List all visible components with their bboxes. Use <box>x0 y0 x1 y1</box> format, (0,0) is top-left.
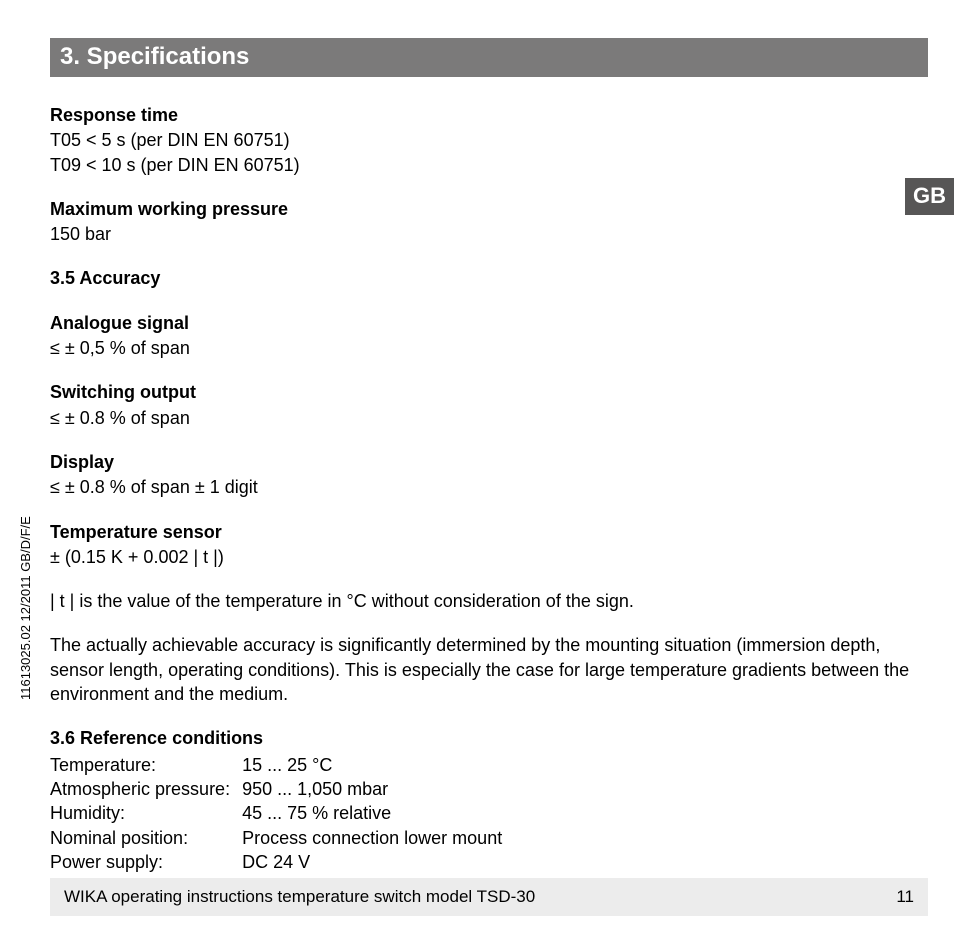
switching-value: ≤ ± 0.8 % of span <box>50 406 928 430</box>
content-body: Response time T05 < 5 s (per DIN EN 6075… <box>50 103 928 898</box>
footer-text: WIKA operating instructions temperature … <box>64 887 535 907</box>
accuracy-heading-block: 3.5 Accuracy <box>50 266 928 290</box>
section-title: 3. Specifications <box>60 43 249 70</box>
switching-heading: Switching output <box>50 380 928 404</box>
response-time-heading: Response time <box>50 103 928 127</box>
max-pressure-heading: Maximum working pressure <box>50 197 928 221</box>
reference-row: Temperature: 15 ... 25 °C <box>50 753 502 777</box>
display-block: Display ≤ ± 0.8 % of span ± 1 digit <box>50 450 928 500</box>
temp-sensor-value: ± (0.15 K + 0.002 | t |) <box>50 545 928 569</box>
temp-sensor-heading: Temperature sensor <box>50 520 928 544</box>
language-code: GB <box>913 183 946 208</box>
display-heading: Display <box>50 450 928 474</box>
reference-row: Atmospheric pressure: 950 ... 1,050 mbar <box>50 777 502 801</box>
ref-value: DC 24 V <box>242 850 502 874</box>
max-pressure-block: Maximum working pressure 150 bar <box>50 197 928 247</box>
reference-row: Nominal position: Process connection low… <box>50 826 502 850</box>
ref-value: 45 ... 75 % relative <box>242 801 502 825</box>
ref-value: Process connection lower mount <box>242 826 502 850</box>
reference-heading: 3.6 Reference conditions <box>50 726 928 750</box>
footer-page-number: 11 <box>896 887 914 907</box>
ref-label: Temperature: <box>50 753 242 777</box>
temp-sensor-block: Temperature sensor ± (0.15 K + 0.002 | t… <box>50 520 928 570</box>
response-time-line-1: T05 < 5 s (per DIN EN 60751) <box>50 128 928 152</box>
analogue-heading: Analogue signal <box>50 311 928 335</box>
ref-value: 950 ... 1,050 mbar <box>242 777 502 801</box>
ref-label: Nominal position: <box>50 826 242 850</box>
ref-label: Power supply: <box>50 850 242 874</box>
max-pressure-value: 150 bar <box>50 222 928 246</box>
ref-label: Atmospheric pressure: <box>50 777 242 801</box>
display-value: ≤ ± 0.8 % of span ± 1 digit <box>50 475 928 499</box>
response-time-line-2: T09 < 10 s (per DIN EN 60751) <box>50 153 928 177</box>
side-document-id: 11613025.02 12/2011 GB/D/F/E <box>18 516 33 700</box>
reference-block: 3.6 Reference conditions Temperature: 15… <box>50 726 928 898</box>
reference-row: Humidity: 45 ... 75 % relative <box>50 801 502 825</box>
language-tab: GB <box>905 178 954 215</box>
ref-label: Humidity: <box>50 801 242 825</box>
reference-row: Power supply: DC 24 V <box>50 850 502 874</box>
analogue-value: ≤ ± 0,5 % of span <box>50 336 928 360</box>
ref-value: 15 ... 25 °C <box>242 753 502 777</box>
switching-output-block: Switching output ≤ ± 0.8 % of span <box>50 380 928 430</box>
response-time-block: Response time T05 < 5 s (per DIN EN 6075… <box>50 103 928 177</box>
accuracy-note2: The actually achievable accuracy is sign… <box>50 633 928 706</box>
reference-table: Temperature: 15 ... 25 °C Atmospheric pr… <box>50 753 502 899</box>
section-header: 3. Specifications <box>50 38 928 77</box>
document-page: 3. Specifications GB Response time T05 <… <box>0 0 954 941</box>
analogue-signal-block: Analogue signal ≤ ± 0,5 % of span <box>50 311 928 361</box>
page-footer: WIKA operating instructions temperature … <box>50 878 928 916</box>
accuracy-note1: | t | is the value of the temperature in… <box>50 589 928 613</box>
accuracy-heading: 3.5 Accuracy <box>50 266 928 290</box>
